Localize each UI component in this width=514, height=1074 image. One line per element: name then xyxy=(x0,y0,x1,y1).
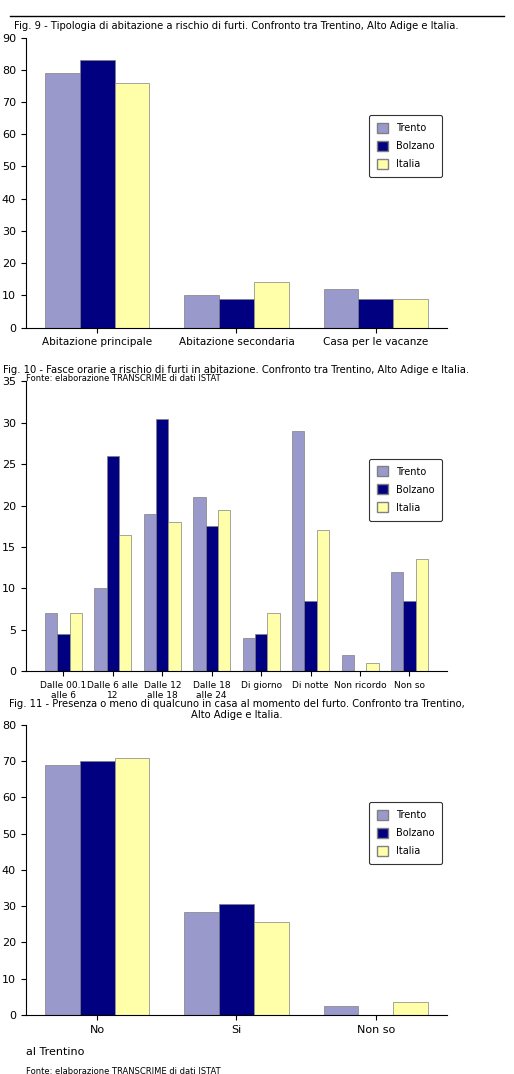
Bar xyxy=(193,497,206,671)
Title: Fig. 9 - Tipologia di abitazione a rischio di furti. Confronto tra Trentino, Alt: Fig. 9 - Tipologia di abitazione a risch… xyxy=(14,21,459,31)
Bar xyxy=(255,634,267,671)
Bar xyxy=(254,282,289,328)
Bar xyxy=(366,663,379,671)
Bar xyxy=(416,560,428,671)
Bar xyxy=(403,600,416,671)
Bar xyxy=(80,60,115,328)
Bar xyxy=(115,757,150,1015)
Bar xyxy=(323,1006,358,1015)
Bar xyxy=(184,912,219,1015)
Bar xyxy=(243,638,255,671)
Text: Fonte: elaborazione TRANSCRIME di dati ISTAT: Fonte: elaborazione TRANSCRIME di dati I… xyxy=(26,1068,221,1074)
Bar xyxy=(358,299,393,328)
Bar xyxy=(206,526,218,671)
Text: al Trentino: al Trentino xyxy=(26,1047,84,1057)
Bar xyxy=(218,510,230,671)
Legend: Trento, Bolzano, Italia: Trento, Bolzano, Italia xyxy=(369,459,443,521)
Bar xyxy=(391,571,403,671)
Bar xyxy=(393,299,428,328)
Bar xyxy=(219,904,254,1015)
Bar xyxy=(45,613,57,671)
Bar xyxy=(304,600,317,671)
Bar xyxy=(45,73,80,328)
Bar xyxy=(254,923,289,1015)
Legend: Trento, Bolzano, Italia: Trento, Bolzano, Italia xyxy=(369,115,443,177)
Bar xyxy=(341,655,354,671)
Bar xyxy=(292,431,304,671)
Bar xyxy=(144,513,156,671)
Bar xyxy=(184,295,219,328)
Bar xyxy=(317,531,329,671)
Bar xyxy=(119,535,132,671)
Bar xyxy=(115,83,150,328)
Bar xyxy=(57,634,69,671)
Bar xyxy=(393,1002,428,1015)
Text: Fonte: elaborazione TRANSCRIME di dati ISTAT: Fonte: elaborazione TRANSCRIME di dati I… xyxy=(26,374,221,383)
Bar xyxy=(267,613,280,671)
Bar xyxy=(169,522,181,671)
Bar xyxy=(69,613,82,671)
Title: Fig. 11 - Presenza o meno di qualcuno in casa al momento del furto. Confronto tr: Fig. 11 - Presenza o meno di qualcuno in… xyxy=(9,698,464,721)
Text: Fonte: elaborazione TRANSCRIME di dati ISTAT: Fonte: elaborazione TRANSCRIME di dati I… xyxy=(26,735,221,744)
Bar xyxy=(219,299,254,328)
Bar xyxy=(323,289,358,328)
Bar xyxy=(45,765,80,1015)
Bar xyxy=(156,419,169,671)
Title: Fig. 10 - Fasce orarie a rischio di furti in abitazione. Confronto tra Trentino,: Fig. 10 - Fasce orarie a rischio di furt… xyxy=(4,365,469,375)
Bar xyxy=(94,589,107,671)
Bar xyxy=(80,761,115,1015)
Bar xyxy=(107,455,119,671)
Legend: Trento, Bolzano, Italia: Trento, Bolzano, Italia xyxy=(369,802,443,865)
